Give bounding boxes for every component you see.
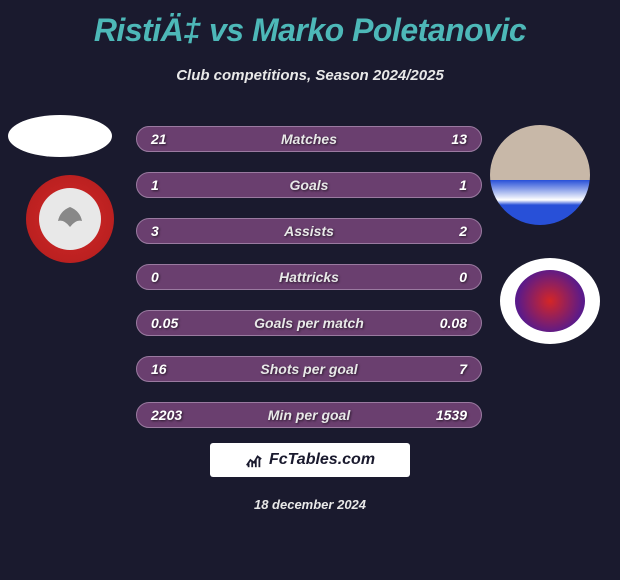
stat-left-value: 2203 <box>151 407 182 423</box>
stat-row-goals-per-match: 0.05 Goals per match 0.08 <box>136 310 482 336</box>
stat-left-value: 0 <box>151 269 159 285</box>
chart-icon <box>245 451 263 469</box>
watermark-text: FcTables.com <box>269 451 375 469</box>
watermark: FcTables.com <box>210 443 410 477</box>
stat-left-value: 0.05 <box>151 315 178 331</box>
stat-label: Goals per match <box>254 315 364 331</box>
stat-left-value: 21 <box>151 131 167 147</box>
stat-right-value: 0 <box>459 269 467 285</box>
stat-left-value: 16 <box>151 361 167 377</box>
stat-right-value: 1 <box>459 177 467 193</box>
stat-left-value: 1 <box>151 177 159 193</box>
club-badge-left <box>26 175 114 263</box>
season-subtitle: Club competitions, Season 2024/2025 <box>0 67 620 84</box>
stat-right-value: 2 <box>459 223 467 239</box>
stat-row-hattricks: 0 Hattricks 0 <box>136 264 482 290</box>
club-badge-left-inner <box>39 188 101 250</box>
stat-row-matches: 21 Matches 13 <box>136 126 482 152</box>
stat-right-value: 7 <box>459 361 467 377</box>
stat-row-shots-per-goal: 16 Shots per goal 7 <box>136 356 482 382</box>
stat-label: Shots per goal <box>260 361 357 377</box>
comparison-title: RistiÄ‡ vs Marko Poletanovic <box>0 0 620 49</box>
eagle-icon <box>50 199 90 239</box>
club-badge-right <box>500 258 600 344</box>
stat-right-value: 13 <box>451 131 467 147</box>
stat-label: Assists <box>284 223 334 239</box>
stat-row-assists: 3 Assists 2 <box>136 218 482 244</box>
stat-left-value: 3 <box>151 223 159 239</box>
player-left-avatar <box>8 115 112 157</box>
stat-label: Goals <box>290 177 329 193</box>
date-label: 18 december 2024 <box>254 497 366 512</box>
stat-label: Hattricks <box>279 269 339 285</box>
stat-label: Min per goal <box>268 407 350 423</box>
stats-container: 21 Matches 13 1 Goals 1 3 Assists 2 0 Ha… <box>136 126 482 448</box>
club-badge-right-inner <box>515 270 585 332</box>
stat-row-goals: 1 Goals 1 <box>136 172 482 198</box>
stat-right-value: 0.08 <box>440 315 467 331</box>
player-right-avatar <box>490 125 590 225</box>
stat-row-min-per-goal: 2203 Min per goal 1539 <box>136 402 482 428</box>
stat-right-value: 1539 <box>436 407 467 423</box>
stat-label: Matches <box>281 131 337 147</box>
